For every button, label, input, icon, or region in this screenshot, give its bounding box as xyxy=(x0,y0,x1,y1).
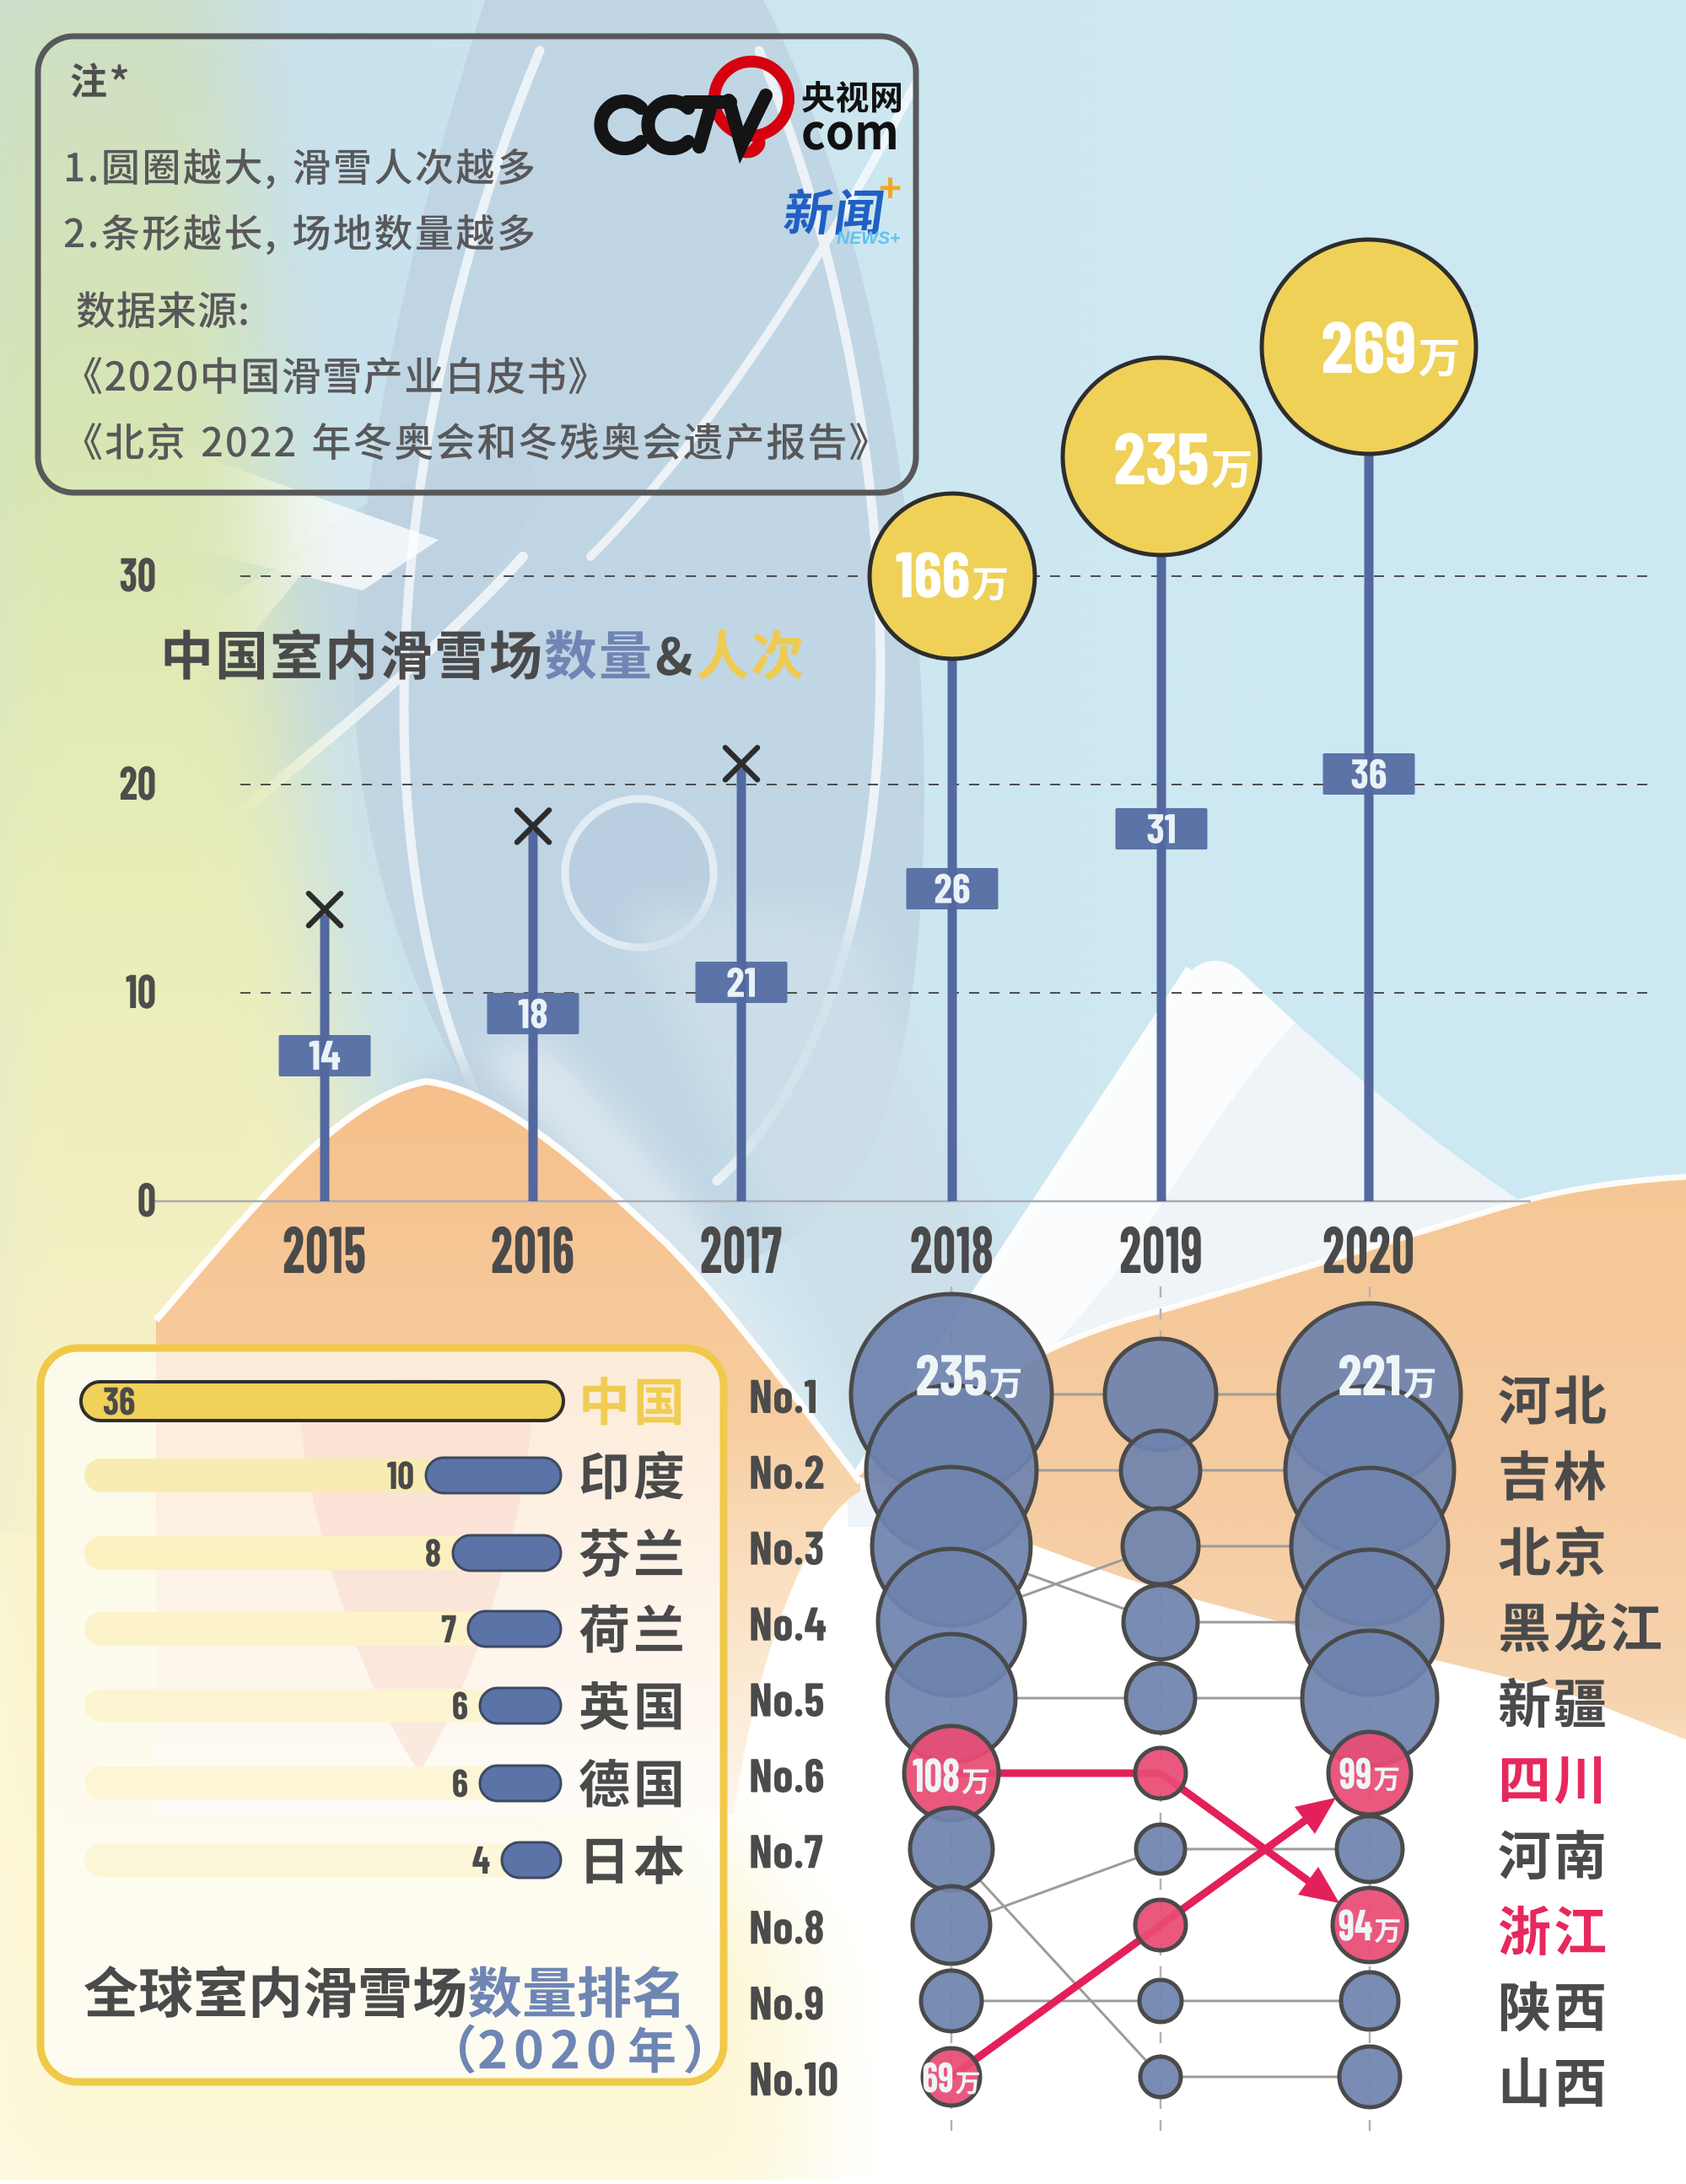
svg-text:NEWS+: NEWS+ xyxy=(837,229,900,248)
